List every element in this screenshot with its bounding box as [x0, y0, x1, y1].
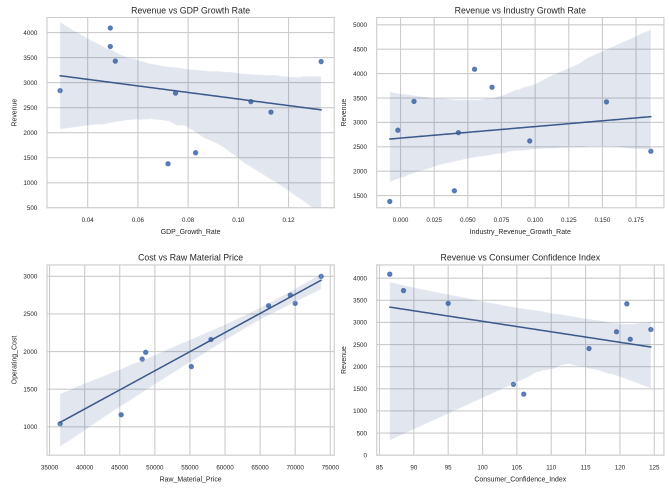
svg-text:2500: 2500	[23, 105, 37, 112]
svg-text:60000: 60000	[216, 464, 234, 471]
svg-text:70000: 70000	[287, 464, 305, 471]
svg-text:0.025: 0.025	[426, 217, 442, 224]
svg-text:500: 500	[27, 205, 38, 212]
svg-text:Raw_Material_Price: Raw_Material_Price	[160, 476, 222, 483]
svg-text:Consumer_Confidence_Index: Consumer_Confidence_Index	[474, 476, 566, 483]
svg-text:0.08: 0.08	[182, 217, 195, 224]
svg-text:3000: 3000	[23, 80, 37, 87]
svg-text:1000: 1000	[23, 424, 37, 431]
svg-text:0.150: 0.150	[595, 217, 611, 224]
svg-text:75000: 75000	[322, 464, 340, 471]
svg-text:0.050: 0.050	[460, 217, 476, 224]
svg-text:Industry_Revenue_Growth_Rate: Industry_Revenue_Growth_Rate	[470, 229, 571, 236]
svg-text:45000: 45000	[111, 464, 129, 471]
svg-text:1500: 1500	[23, 386, 37, 393]
svg-text:120: 120	[615, 464, 626, 471]
svg-text:2000: 2000	[353, 364, 367, 371]
svg-text:Revenue vs Consumer Confidence: Revenue vs Consumer Confidence Index	[441, 253, 601, 263]
svg-text:0.125: 0.125	[561, 217, 577, 224]
svg-text:4000: 4000	[353, 275, 367, 282]
svg-text:2500: 2500	[353, 144, 367, 151]
svg-text:3500: 3500	[23, 55, 37, 62]
svg-text:125: 125	[649, 464, 660, 471]
svg-text:105: 105	[512, 464, 523, 471]
svg-text:5000: 5000	[353, 22, 367, 29]
svg-text:1500: 1500	[23, 155, 37, 162]
svg-text:2500: 2500	[353, 342, 367, 349]
svg-text:Revenue: Revenue	[341, 99, 348, 127]
svg-text:110: 110	[546, 464, 556, 471]
svg-text:0.06: 0.06	[132, 217, 145, 224]
svg-text:Revenue vs Industry Growth Rat: Revenue vs Industry Growth Rate	[455, 5, 586, 15]
svg-text:0: 0	[364, 452, 368, 459]
svg-text:0.075: 0.075	[494, 217, 510, 224]
svg-text:3000: 3000	[23, 274, 37, 281]
svg-text:1500: 1500	[353, 193, 367, 200]
svg-text:90: 90	[410, 464, 417, 471]
svg-text:GDP_Growth_Rate: GDP_Growth_Rate	[161, 229, 221, 236]
svg-text:35000: 35000	[41, 464, 59, 471]
svg-text:Operating_Cost: Operating_Cost	[11, 336, 18, 385]
svg-text:0.10: 0.10	[232, 217, 245, 224]
svg-text:4000: 4000	[23, 30, 37, 37]
svg-text:1000: 1000	[23, 180, 37, 187]
svg-text:4000: 4000	[353, 71, 367, 78]
svg-text:40000: 40000	[76, 464, 94, 471]
svg-text:Cost vs Raw Material Price: Cost vs Raw Material Price	[138, 253, 243, 263]
svg-text:85: 85	[376, 464, 383, 471]
svg-text:65000: 65000	[251, 464, 269, 471]
svg-text:3000: 3000	[353, 120, 367, 127]
svg-text:100: 100	[477, 464, 488, 471]
svg-text:2000: 2000	[23, 130, 37, 137]
svg-text:3500: 3500	[353, 95, 367, 102]
svg-text:Revenue: Revenue	[341, 346, 348, 374]
svg-text:4500: 4500	[353, 46, 367, 53]
svg-text:Revenue: Revenue	[11, 99, 18, 127]
svg-text:0.100: 0.100	[527, 217, 543, 224]
svg-text:0.04: 0.04	[82, 217, 95, 224]
svg-text:0.175: 0.175	[628, 217, 644, 224]
svg-text:3500: 3500	[353, 298, 367, 305]
svg-text:500: 500	[357, 430, 368, 437]
svg-text:95: 95	[445, 464, 452, 471]
svg-text:55000: 55000	[181, 464, 199, 471]
svg-text:2500: 2500	[23, 311, 37, 318]
svg-text:1000: 1000	[353, 408, 367, 415]
svg-text:50000: 50000	[146, 464, 164, 471]
svg-text:2000: 2000	[23, 349, 37, 356]
svg-text:1500: 1500	[353, 386, 367, 393]
svg-text:2000: 2000	[353, 168, 367, 175]
svg-text:115: 115	[581, 464, 591, 471]
svg-text:3000: 3000	[353, 320, 367, 327]
svg-text:Revenue vs GDP Growth Rate: Revenue vs GDP Growth Rate	[131, 5, 250, 15]
svg-text:0.12: 0.12	[282, 217, 295, 224]
svg-text:0.000: 0.000	[393, 217, 409, 224]
